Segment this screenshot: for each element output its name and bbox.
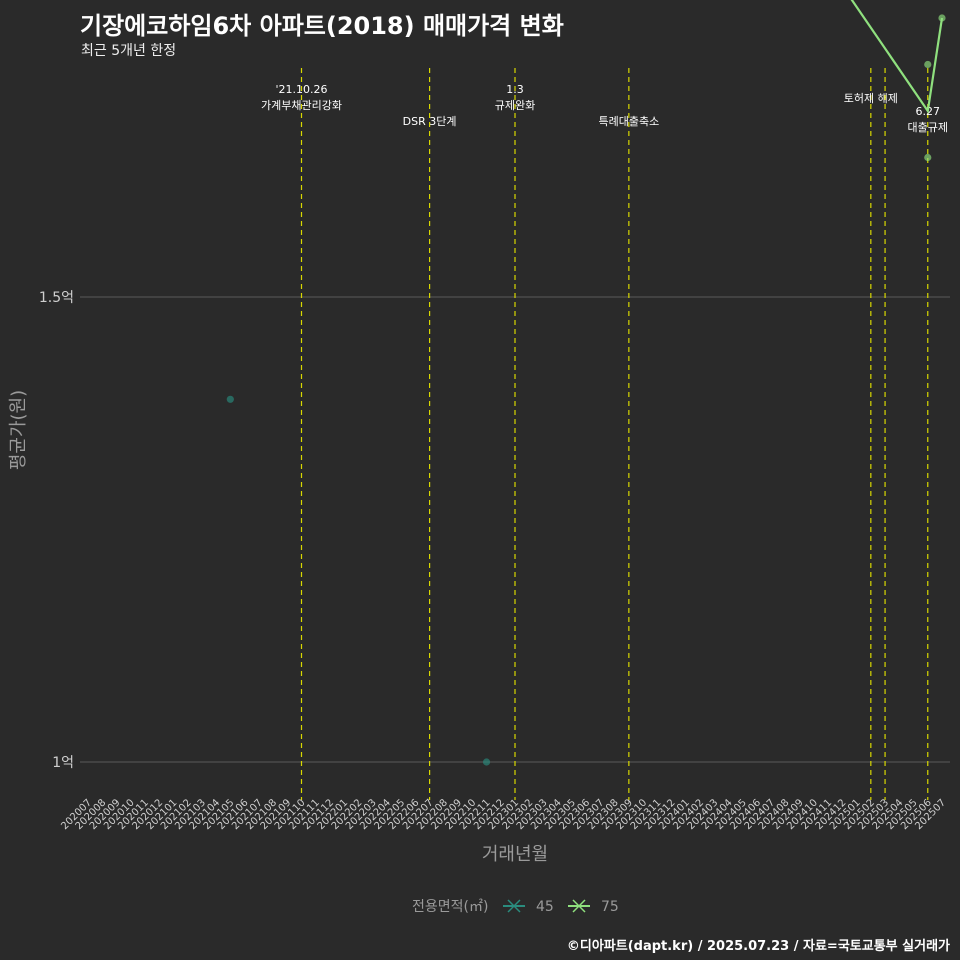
data-point-75 bbox=[938, 14, 946, 22]
event-annotation: 특례대출축소 bbox=[598, 115, 659, 128]
x-axis-ticks: 2020072020082020092020102020112020122021… bbox=[59, 797, 948, 832]
legend-key-cross bbox=[507, 899, 521, 913]
series-line-75 bbox=[850, 0, 944, 114]
data-point-45 bbox=[226, 395, 234, 403]
legend: 전용면적(㎡) 45 75 bbox=[412, 899, 619, 915]
y-tick-label: 1.5억 bbox=[39, 290, 74, 306]
chart-title: 기장에코하임6차 아파트(2018) 매매가격 변화 bbox=[80, 12, 564, 40]
event-annotation: 대출규제 bbox=[908, 121, 948, 134]
series-layer bbox=[226, 0, 946, 766]
source-caption: ©디아파트(dapt.kr) / 2025.07.23 / 자료=국토교통부 실… bbox=[566, 939, 950, 954]
legend-label: 45 bbox=[536, 899, 554, 915]
legend-key-cross bbox=[572, 899, 586, 913]
y-tick-label: 1억 bbox=[52, 755, 74, 771]
legend-label: 75 bbox=[601, 899, 619, 915]
event-annotation: '21.10.26 bbox=[275, 83, 327, 96]
data-point-45 bbox=[482, 758, 491, 766]
data-point-75 bbox=[924, 60, 932, 69]
x-axis-title: 거래년월 bbox=[482, 844, 548, 865]
y-axis-title: 평균가(원) bbox=[8, 390, 29, 470]
event-annotation: 1.3 bbox=[506, 83, 524, 96]
event-annotation: 토허제 해제 bbox=[844, 91, 898, 105]
chart-subtitle: 최근 5개년 한정 bbox=[81, 43, 177, 59]
data-point-75 bbox=[924, 153, 932, 162]
y-axis-ticks: 1억1.5억2억 bbox=[39, 290, 74, 771]
event-annotation: 규제완화 bbox=[495, 99, 535, 112]
legend-title: 전용면적(㎡) bbox=[412, 899, 488, 915]
event-annotation: 가계부채관리강화 bbox=[261, 99, 342, 112]
event-annotation: DSR 3단계 bbox=[403, 115, 457, 128]
